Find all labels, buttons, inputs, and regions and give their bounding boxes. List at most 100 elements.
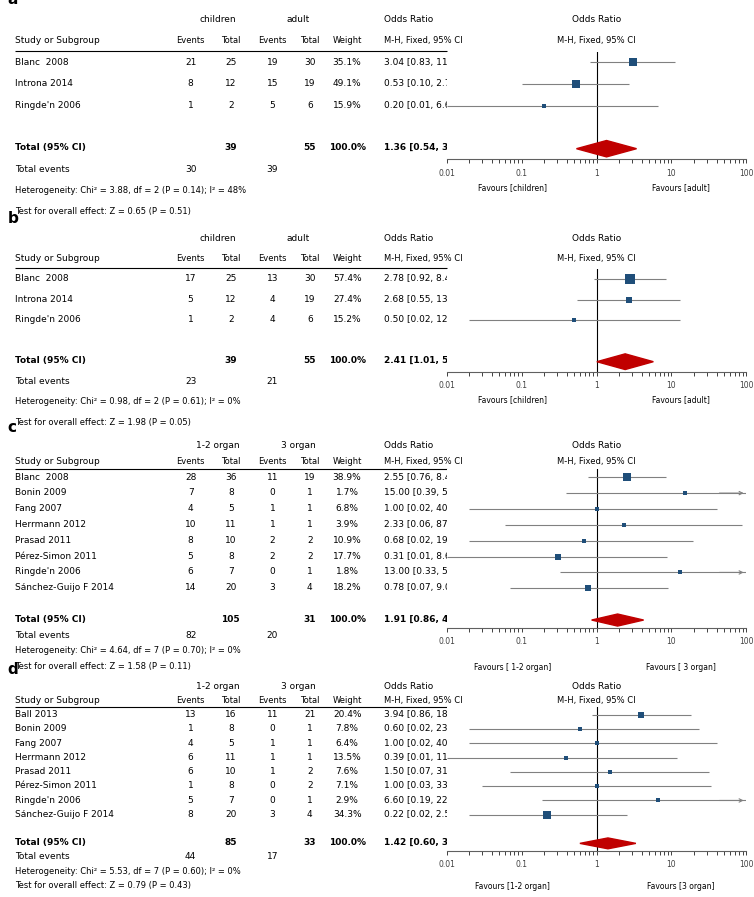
Text: Prasad 2011: Prasad 2011: [15, 536, 71, 544]
Text: Prasad 2011: Prasad 2011: [15, 767, 71, 776]
Text: Favours [ 1-2 organ]: Favours [ 1-2 organ]: [474, 663, 551, 672]
Text: Odds Ratio: Odds Ratio: [384, 15, 433, 24]
Text: 6: 6: [188, 753, 194, 762]
Text: 6: 6: [188, 568, 194, 577]
Text: Test for overall effect: Z = 1.58 (P = 0.11): Test for overall effect: Z = 1.58 (P = 0…: [15, 662, 191, 671]
Text: 2: 2: [307, 536, 313, 544]
Text: Odds Ratio: Odds Ratio: [384, 233, 433, 242]
Text: Total (95% CI): Total (95% CI): [15, 614, 86, 623]
Text: 55: 55: [304, 144, 316, 152]
Text: 1: 1: [270, 504, 275, 513]
Text: 2.33 [0.06, 87.92]: 2.33 [0.06, 87.92]: [385, 520, 466, 529]
Text: 28: 28: [185, 473, 196, 482]
Text: 1: 1: [307, 796, 313, 805]
Text: Odds Ratio: Odds Ratio: [572, 441, 621, 450]
Text: children: children: [200, 15, 236, 24]
Text: Favours [children]: Favours [children]: [478, 395, 547, 404]
Text: 4: 4: [307, 583, 313, 592]
Text: Events: Events: [176, 696, 205, 705]
Text: Test for overall effect: Z = 1.98 (P = 0.05): Test for overall effect: Z = 1.98 (P = 0…: [15, 418, 191, 427]
Text: Total: Total: [300, 254, 320, 263]
Text: Favours [adult]: Favours [adult]: [651, 183, 710, 192]
Text: 0: 0: [270, 796, 275, 805]
Text: 2: 2: [307, 552, 313, 561]
Text: 0.68 [0.02, 19.34]: 0.68 [0.02, 19.34]: [385, 536, 466, 544]
Text: 10: 10: [225, 767, 237, 776]
Text: 8: 8: [228, 489, 234, 498]
Text: 2: 2: [307, 781, 313, 790]
Text: 27.4%: 27.4%: [333, 295, 361, 304]
Text: Pérez-Simon 2011: Pérez-Simon 2011: [15, 781, 97, 790]
Text: Total (95% CI): Total (95% CI): [15, 144, 86, 152]
Text: Total events: Total events: [15, 377, 69, 386]
Text: 11: 11: [267, 473, 278, 482]
Text: d: d: [8, 662, 19, 677]
Text: Total (95% CI): Total (95% CI): [15, 356, 86, 365]
Text: 4: 4: [270, 295, 275, 304]
Text: 1: 1: [188, 316, 194, 325]
Text: 1: 1: [270, 520, 275, 529]
Text: 1.50 [0.07, 31.57]: 1.50 [0.07, 31.57]: [385, 767, 466, 776]
Text: 39: 39: [225, 144, 238, 152]
Text: 1.00 [0.03, 33.32]: 1.00 [0.03, 33.32]: [385, 781, 466, 790]
Text: 1.7%: 1.7%: [336, 489, 359, 498]
Text: 39: 39: [225, 356, 238, 365]
Text: 0: 0: [270, 489, 275, 498]
Text: Heterogeneity: Chi² = 4.64, df = 7 (P = 0.70); I² = 0%: Heterogeneity: Chi² = 4.64, df = 7 (P = …: [15, 647, 241, 656]
Text: Odds Ratio: Odds Ratio: [572, 15, 621, 24]
Text: 0: 0: [270, 781, 275, 790]
Text: 2.68 [0.55, 13.16]: 2.68 [0.55, 13.16]: [385, 295, 466, 304]
Text: 13: 13: [185, 710, 196, 719]
Text: Total: Total: [300, 457, 320, 466]
Text: 20: 20: [267, 631, 278, 640]
Text: 1: 1: [307, 520, 313, 529]
Text: a: a: [8, 0, 18, 7]
Text: 8: 8: [188, 536, 194, 544]
Text: Favours [children]: Favours [children]: [478, 183, 547, 192]
Text: 12: 12: [225, 79, 237, 88]
Text: Study or Subgroup: Study or Subgroup: [15, 254, 100, 263]
Text: 100.0%: 100.0%: [329, 614, 366, 623]
Text: Total events: Total events: [15, 631, 69, 640]
Text: 15.2%: 15.2%: [333, 316, 361, 325]
Text: 5: 5: [270, 100, 275, 109]
Text: Favours [3 organ]: Favours [3 organ]: [647, 882, 714, 891]
Text: Total events: Total events: [15, 852, 69, 861]
Text: 4: 4: [188, 504, 194, 513]
Text: 0.39 [0.01, 11.76]: 0.39 [0.01, 11.76]: [385, 753, 466, 762]
Text: 25: 25: [225, 274, 237, 283]
Text: 6: 6: [307, 316, 313, 325]
Text: Events: Events: [259, 37, 287, 46]
Text: 0.78 [0.07, 9.08]: 0.78 [0.07, 9.08]: [385, 583, 460, 592]
Text: 7: 7: [228, 568, 234, 577]
Text: Events: Events: [259, 457, 287, 466]
Text: 3.94 [0.86, 18.01]: 3.94 [0.86, 18.01]: [385, 710, 466, 719]
Text: 13.00 [0.33, 505.22]: 13.00 [0.33, 505.22]: [385, 568, 477, 577]
Text: children: children: [200, 233, 236, 242]
Text: c: c: [8, 421, 17, 435]
Text: 1: 1: [307, 504, 313, 513]
Text: Ringde'n 2006: Ringde'n 2006: [15, 316, 81, 325]
Text: M-H, Fixed, 95% CI: M-H, Fixed, 95% CI: [385, 254, 463, 263]
Text: M-H, Fixed, 95% CI: M-H, Fixed, 95% CI: [385, 37, 463, 46]
Text: Odds Ratio: Odds Ratio: [384, 441, 433, 450]
Text: 2: 2: [270, 536, 275, 544]
Text: Sánchez-Guijo F 2014: Sánchez-Guijo F 2014: [15, 583, 114, 592]
Text: 1: 1: [188, 781, 194, 790]
Text: Ringde'n 2006: Ringde'n 2006: [15, 796, 81, 805]
Text: 30: 30: [304, 57, 316, 67]
Text: Bonin 2009: Bonin 2009: [15, 725, 66, 734]
Text: Ringde'n 2006: Ringde'n 2006: [15, 568, 81, 577]
Text: 20: 20: [225, 810, 237, 819]
Text: Total: Total: [221, 37, 241, 46]
Text: Test for overall effect: Z = 0.79 (P = 0.43): Test for overall effect: Z = 0.79 (P = 0…: [15, 881, 191, 890]
Text: 11: 11: [225, 520, 237, 529]
Text: Odds Ratio: Odds Ratio: [572, 233, 621, 242]
Text: 19: 19: [304, 295, 316, 304]
Text: Blanc  2008: Blanc 2008: [15, 274, 69, 283]
Text: 16: 16: [225, 710, 237, 719]
Text: Herrmann 2012: Herrmann 2012: [15, 753, 86, 762]
Text: 7.8%: 7.8%: [336, 725, 359, 734]
Text: Test for overall effect: Z = 0.65 (P = 0.51): Test for overall effect: Z = 0.65 (P = 0…: [15, 207, 191, 216]
Text: 2.78 [0.92, 8.41]: 2.78 [0.92, 8.41]: [385, 274, 460, 283]
